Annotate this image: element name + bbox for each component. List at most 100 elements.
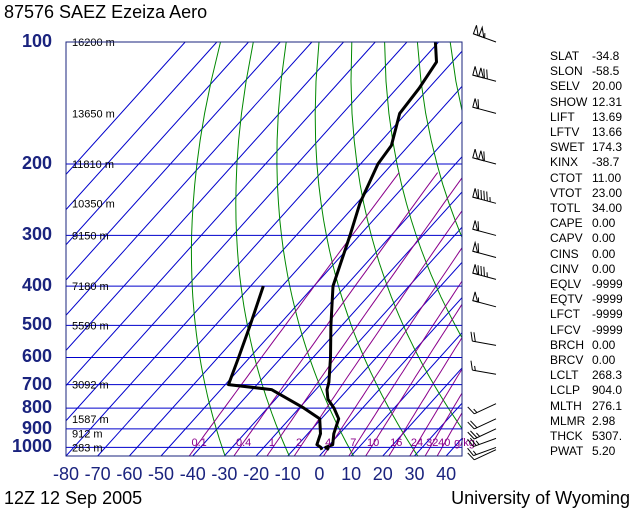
isotherm--40 bbox=[192, 156, 462, 456]
wind-barb-feather bbox=[477, 265, 480, 275]
wind-barb-staff bbox=[474, 428, 497, 440]
wind-barb-pennant bbox=[477, 150, 485, 162]
index-name: THCK bbox=[550, 429, 583, 443]
isotherm--80 bbox=[66, 42, 439, 456]
index-name: PWAT bbox=[550, 444, 584, 459]
isotherm--90 bbox=[66, 42, 408, 422]
isotherm--30 bbox=[224, 191, 462, 456]
wind-barb bbox=[472, 220, 497, 236]
index-name: LFCV bbox=[550, 322, 581, 337]
dry-adiabat-280 bbox=[276, 42, 355, 456]
wind-barb-feather bbox=[486, 191, 488, 202]
temperature-tick-label: -10 bbox=[274, 464, 301, 484]
mixing-ratio-16 bbox=[388, 336, 462, 456]
index-value: -9999 bbox=[592, 277, 623, 291]
pressure-tick-label: 300 bbox=[21, 224, 52, 245]
wind-barb-staff bbox=[472, 369, 497, 375]
isotherm-0 bbox=[319, 296, 462, 456]
index-row: SLON -58.5 bbox=[550, 64, 619, 79]
mixing-ratio-label: 24 bbox=[411, 437, 423, 449]
height-label: 283 m bbox=[72, 442, 103, 454]
height-label: 13650 m bbox=[72, 108, 115, 120]
temperature-tick-label: -30 bbox=[211, 464, 238, 484]
index-row: BRCH 0.00 bbox=[550, 338, 615, 353]
height-label: 5590 m bbox=[72, 320, 109, 332]
mixing-ratio-4 bbox=[323, 246, 462, 456]
pressure-tick-label: 800 bbox=[21, 397, 52, 418]
wind-barb-staff bbox=[473, 437, 497, 448]
wind-barb-pennant bbox=[478, 25, 485, 39]
index-name: EQLV bbox=[550, 277, 582, 291]
wind-barb-feather bbox=[470, 360, 473, 371]
pressure-tick-label: 500 bbox=[21, 314, 52, 335]
index-value: 23.00 bbox=[592, 185, 623, 200]
dry-adiabat-360 bbox=[416, 42, 462, 239]
wind-barb-feather bbox=[480, 189, 483, 200]
pressure-tick-label: 400 bbox=[21, 275, 52, 296]
mixing-ratio-2 bbox=[293, 210, 462, 456]
wind-barb-feather bbox=[470, 331, 473, 342]
wind-barb-half-feather bbox=[472, 450, 477, 455]
pressure-grid bbox=[66, 42, 462, 448]
wind-barb-feather bbox=[467, 452, 475, 461]
wind-barb-pennant bbox=[472, 66, 479, 78]
wind-barb-pennant bbox=[472, 240, 479, 254]
wind-barb bbox=[467, 449, 497, 461]
index-name: SLON bbox=[550, 64, 583, 79]
dry-adiabat-340 bbox=[384, 42, 462, 339]
wind-barb-staff bbox=[474, 449, 497, 461]
index-value: 2.98 bbox=[592, 413, 616, 428]
index-row: LCLP 904.0 bbox=[550, 383, 622, 398]
index-row: PWAT 5.20 bbox=[550, 444, 615, 459]
temperature-profile bbox=[324, 42, 438, 451]
isotherm--130 bbox=[66, 42, 281, 281]
wind-barb bbox=[472, 188, 497, 204]
wind-barb-feather bbox=[467, 406, 475, 415]
wind-barb-pennant bbox=[472, 98, 479, 110]
mixing-ratio-40 bbox=[436, 411, 462, 456]
pressure-tick-label: 1000 bbox=[11, 436, 52, 457]
isotherm--160 bbox=[66, 42, 186, 176]
index-value: -9999 bbox=[592, 292, 623, 307]
temperature-tick-label: -40 bbox=[179, 464, 206, 484]
index-name: CTOT bbox=[550, 170, 583, 185]
index-name: CAPV bbox=[550, 231, 583, 246]
wind-barb bbox=[470, 360, 497, 375]
temperature-tick-label: 20 bbox=[372, 464, 393, 484]
wind-barb bbox=[467, 437, 497, 448]
dry-adiabat-320 bbox=[350, 42, 462, 430]
wind-barb-feather bbox=[477, 221, 480, 231]
index-value: 34.00 bbox=[592, 201, 623, 215]
index-value: 13.69 bbox=[592, 109, 623, 124]
index-name: CINV bbox=[550, 261, 579, 276]
wind-barb-feather bbox=[467, 447, 474, 456]
mixing-ratio-label: g/kg bbox=[454, 437, 475, 449]
index-value: 12.31 bbox=[592, 94, 623, 109]
index-name: KINX bbox=[550, 155, 579, 170]
wind-barb-pennant bbox=[477, 67, 485, 79]
wind-barb-half-feather bbox=[474, 365, 476, 371]
index-row: SWET 174.3 bbox=[550, 140, 622, 155]
index-row: SHOW 12.31 bbox=[550, 95, 622, 110]
index-value: 11.00 bbox=[592, 170, 622, 185]
isotherm-grid bbox=[66, 42, 462, 456]
wind-barb bbox=[467, 418, 497, 430]
temperature-tick-label: -80 bbox=[52, 464, 80, 484]
wind-barb-feather bbox=[470, 430, 478, 439]
index-name: SWET bbox=[550, 140, 585, 155]
wind-barb-feather bbox=[469, 437, 477, 446]
wind-barb-half-feather bbox=[476, 432, 481, 437]
wind-barb-feather bbox=[483, 151, 485, 161]
wind-barb-feather bbox=[483, 68, 485, 79]
wind-barb-pennant bbox=[472, 291, 479, 303]
dry-adiabat-240 bbox=[190, 42, 226, 456]
index-value: 904.0 bbox=[592, 383, 623, 398]
index-value: 5.20 bbox=[592, 444, 616, 459]
index-row: CINV 0.00 bbox=[550, 262, 615, 277]
isotherm-10 bbox=[350, 332, 462, 456]
wind-barb-feather bbox=[477, 243, 480, 253]
pressure-tick-label: 700 bbox=[21, 373, 52, 394]
mixing-ratio-10 bbox=[365, 303, 462, 456]
observation-time: 12Z 12 Sep 2005 bbox=[4, 488, 143, 508]
temperature-tick-label: -60 bbox=[116, 464, 143, 484]
